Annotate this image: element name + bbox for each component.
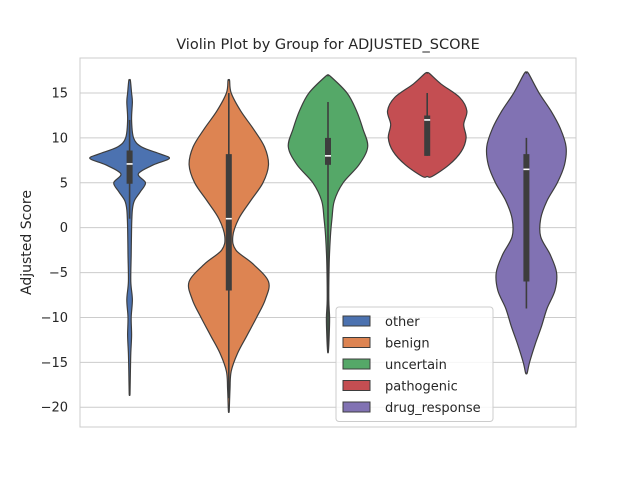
legend-label: other	[385, 315, 420, 330]
legend-swatch	[342, 358, 371, 370]
violin-drug_response	[485, 71, 567, 375]
legend-label: pathogenic	[385, 380, 458, 395]
legend-item-drug_response: drug_response	[342, 401, 481, 416]
legend-label: benign	[385, 337, 430, 352]
plot-frame	[79, 57, 577, 428]
chart-title: Violin Plot by Group for ADJUSTED_SCORE	[176, 37, 480, 53]
legend-box	[335, 306, 494, 422]
violin-uncertain	[287, 74, 369, 354]
legend-label: uncertain	[385, 358, 447, 373]
y-axis-label: Adjusted Score	[19, 190, 35, 295]
y-tick-label: 5	[60, 176, 68, 191]
legend-swatch	[342, 401, 371, 413]
legend-item-benign: benign	[342, 337, 430, 352]
y-tick-label: −5	[49, 266, 68, 281]
y-tick-label: −10	[41, 311, 68, 326]
legend-label: drug_response	[385, 401, 481, 416]
legend: other benign uncertain pathogenic drug_respo…	[335, 306, 494, 422]
violin-pathogenic	[386, 71, 468, 178]
legend-swatch	[342, 337, 371, 348]
violin-body	[89, 78, 171, 397]
legend-item-pathogenic: pathogenic	[342, 380, 458, 395]
y-tick-label: 15	[51, 87, 68, 102]
legend-item-uncertain: uncertain	[342, 358, 447, 373]
y-tick-label: 0	[60, 221, 68, 236]
violin-layer	[89, 71, 567, 414]
legend-swatch	[342, 315, 371, 327]
legend-item-other: other	[342, 315, 420, 330]
y-tick-label: −15	[41, 356, 68, 371]
legend-swatch	[342, 380, 371, 391]
y-tick-label: 10	[51, 131, 68, 146]
violin-benign	[187, 78, 270, 414]
y-tick-label: −20	[41, 401, 68, 416]
y-axis-ticks: 15 10 5 0 −5 −10 −15 −20	[41, 87, 68, 416]
violin-other	[89, 78, 171, 397]
